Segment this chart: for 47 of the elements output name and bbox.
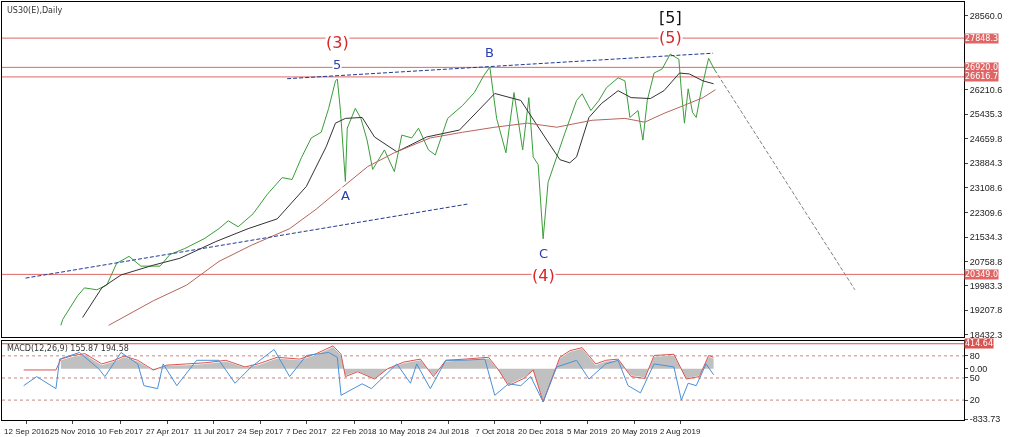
x-tick-label: 10 Feb 2017 [97,426,144,436]
ref-line-label: 26920.0 [965,63,999,72]
x-tick-label: 11 Jul 2017 [193,426,235,436]
ref-line-label: 20349.0 [965,270,999,279]
x-tick-label: 2 Aug 2019 [659,426,701,436]
y-tick-label: 28560.0 [969,10,1003,21]
annotation: (3) [326,33,349,52]
ref-line-label: 26616.7 [965,72,999,81]
x-tick-label: 5 Mar 2019 [566,426,608,436]
y-tick-label: 22309.6 [969,207,1003,218]
x-tick-label: 20 Dec 2018 [517,426,564,436]
y-tick-label: 26210.6 [969,84,1003,95]
y-tick-label: 25435.3 [969,109,1003,120]
x-tick-label: 24 Sep 2017 [237,426,284,436]
x-tick-label: 20 May 2019 [611,426,658,436]
x-tick-label: 10 May 2018 [378,426,426,436]
annotation: (4) [532,266,555,285]
x-tick-label: 27 Apr 2017 [145,426,190,436]
y-tick-label: 24659.8 [969,133,1003,144]
annotation: (5) [659,28,682,47]
y2-tick-label: 50 [969,373,980,384]
annotation: A [341,188,350,203]
ref-line-label: 414.64 [965,339,993,348]
x-tick-label: 7 Oct 2018 [475,426,515,436]
annotation: [5] [659,8,682,27]
text: US30(E),Daily [7,6,63,15]
y-tick-label: 23884.3 [969,158,1003,169]
ref-line-label: 27848.3 [965,34,999,43]
annotation: C [539,246,549,261]
y-tick-label: 18432.3 [969,329,1003,340]
y-tick-label: 19207.8 [969,305,1003,316]
y2-tick-label: 20 [969,395,980,406]
y-tick-label: 0.00 [969,363,988,374]
annotation: 5 [333,57,342,72]
y-tick-label: 19983.3 [969,281,1003,292]
chart-title: MACD(12,26,9) 155.87 194.58 [7,344,129,353]
y2-tick-label: 80 [969,351,980,362]
y-tick-label: 23108.6 [969,182,1003,193]
annotation: B [485,45,494,60]
y-tick-label: 21534.3 [969,232,1003,243]
x-tick-label: 7 Dec 2017 [285,426,328,436]
y-tick-label: -833.73 [969,414,1001,425]
y-tick-label: 20758.8 [969,256,1003,267]
x-tick-label: 25 Nov 2016 [49,426,96,436]
x-tick-label: 12 Sep 2016 [4,426,51,436]
x-tick-label: 22 Feb 2018 [331,426,378,436]
x-tick-label: 24 Jul 2018 [427,426,470,436]
